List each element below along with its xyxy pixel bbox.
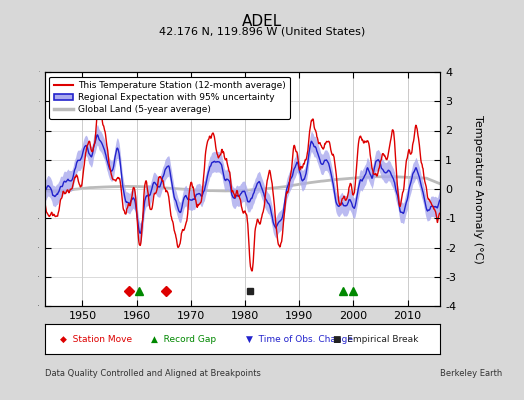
Legend: This Temperature Station (12-month average), Regional Expectation with 95% uncer: This Temperature Station (12-month avera…: [49, 76, 290, 119]
Text: ■  Empirical Break: ■ Empirical Break: [333, 334, 419, 344]
Text: ▼  Time of Obs. Change: ▼ Time of Obs. Change: [246, 334, 353, 344]
Text: ◆  Station Move: ◆ Station Move: [60, 334, 133, 344]
Text: ▲  Record Gap: ▲ Record Gap: [151, 334, 216, 344]
Text: Data Quality Controlled and Aligned at Breakpoints: Data Quality Controlled and Aligned at B…: [45, 370, 260, 378]
Text: ADEL: ADEL: [242, 14, 282, 29]
Y-axis label: Temperature Anomaly (°C): Temperature Anomaly (°C): [473, 115, 483, 263]
Text: 42.176 N, 119.896 W (United States): 42.176 N, 119.896 W (United States): [159, 26, 365, 36]
Text: Berkeley Earth: Berkeley Earth: [440, 370, 503, 378]
